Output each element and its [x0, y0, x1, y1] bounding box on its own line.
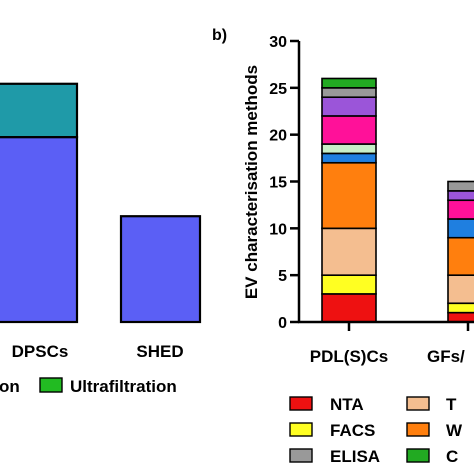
panel-b-bars	[321, 77, 474, 323]
panel-b-y-tick-label-5: 5	[278, 268, 287, 285]
panel-b-y-tick-label-30: 30	[269, 34, 287, 51]
legend-swatch-nta	[289, 396, 313, 411]
panel-b-y-ticks: 0 5 10 15 20 25 30	[269, 34, 299, 332]
panel-b-bar-2-segment-8	[447, 190, 474, 202]
panel-b-bar-1-segment-1	[321, 293, 377, 323]
panel-a-bar-dpscs-segment-1	[0, 136, 79, 324]
panel-b-bar-2-segment-7	[447, 199, 474, 220]
panel-a: DPSCs SHED on Ultrafiltration	[0, 82, 202, 396]
legend-swatch-elisa	[289, 448, 313, 463]
panel-b-bar-2-segment-9	[447, 180, 474, 192]
panel-b: b) EV characterisation methods 0 5 10 15 20 2…	[212, 27, 474, 466]
panel-b-y-tick-label-25: 25	[269, 81, 287, 98]
panel-b-bar-2-segment-3	[447, 274, 474, 305]
panel-b-legend: NTA T FACS W ELISA C	[289, 395, 463, 466]
panel-b-bar-2-segment-1	[447, 311, 474, 323]
panel-b-bar-1-segment-4	[321, 161, 377, 230]
legend-label-facs: FACS	[330, 421, 375, 440]
panel-b-bar-1-segment-3	[321, 227, 377, 276]
panel-a-legend-swatch-ultrafiltration	[39, 377, 63, 393]
panel-b-label: b)	[212, 27, 227, 44]
panel-b-y-tick-label-0: 0	[278, 315, 287, 332]
panel-b-y-axis-title: EV characterisation methods	[242, 65, 261, 299]
panel-b-x-label-gfs: GFs/	[427, 347, 465, 366]
panel-b-bar-1-segment-6	[321, 143, 377, 155]
panel-a-bars	[0, 82, 202, 324]
panel-b-bar-1-segment-9	[321, 87, 377, 99]
panel-b-bar-2-segment-2	[447, 302, 474, 314]
panel-a-legend: on Ultrafiltration	[0, 377, 177, 396]
legend-label-elisa: ELISA	[330, 447, 380, 466]
panel-b-bar-1-segment-8	[321, 96, 377, 117]
panel-b-y-tick-label-10: 10	[269, 221, 287, 238]
panel-b-bar-1-segment-2	[321, 274, 377, 295]
legend-swatch-w	[406, 422, 430, 437]
panel-a-legend-label-ultrafiltration: Ultrafiltration	[70, 377, 177, 396]
legend-swatch-facs	[289, 422, 313, 437]
legend-label-w: W	[446, 421, 463, 440]
legend-swatch-c	[406, 448, 430, 463]
panel-b-y-tick-label-20: 20	[269, 128, 287, 145]
legend-swatch-t	[406, 396, 430, 411]
legend-label-c: C	[446, 447, 458, 466]
panel-b-bar-1-segment-7	[321, 115, 377, 145]
panel-a-legend-label-1: on	[0, 377, 20, 396]
panel-b-bar-1-segment-5	[321, 152, 377, 164]
panel-b-bar-2-segment-4	[447, 236, 474, 276]
panel-b-y-tick-label-15: 15	[269, 175, 287, 192]
panel-a-x-label-dpscs: DPSCs	[12, 342, 69, 361]
panel-a-bar-shed-segment-1	[119, 215, 202, 324]
panel-a-bar-dpscs-segment-2	[0, 82, 79, 139]
panel-b-x-label-pdlscs: PDL(S)Cs	[310, 347, 388, 366]
panel-a-x-label-shed: SHED	[136, 342, 183, 361]
legend-label-nta: NTA	[330, 395, 364, 414]
panel-b-bar-2-segment-5	[447, 218, 474, 239]
panel-b-bar-1-segment-10	[321, 77, 377, 89]
legend-label-t: T	[446, 395, 457, 414]
